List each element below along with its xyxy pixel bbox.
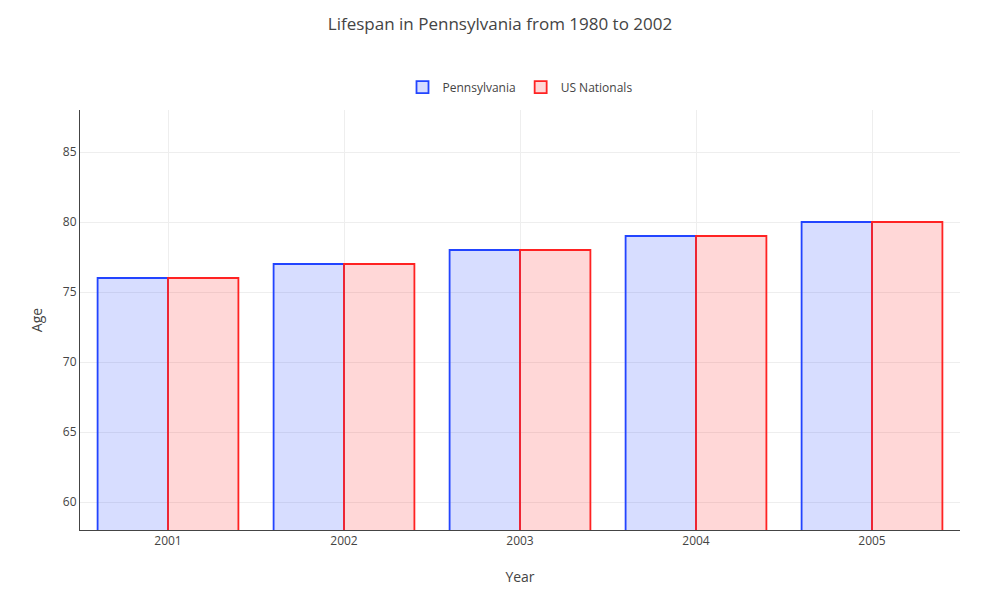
svg-text:2002: 2002 [330, 532, 358, 549]
svg-text:85: 85 [63, 143, 77, 160]
svg-text:70: 70 [63, 353, 77, 370]
svg-text:2005: 2005 [858, 532, 886, 549]
svg-text:65: 65 [63, 423, 77, 440]
svg-text:75: 75 [63, 283, 77, 300]
svg-text:Year: Year [505, 567, 534, 586]
svg-text:Age: Age [27, 308, 46, 332]
svg-text:US Nationals: US Nationals [561, 79, 633, 96]
svg-text:2003: 2003 [506, 532, 534, 549]
svg-text:Lifespan in Pennsylvania from: Lifespan in Pennsylvania from 1980 to 20… [328, 12, 672, 35]
svg-text:2001: 2001 [154, 532, 181, 549]
svg-text:80: 80 [63, 213, 77, 230]
svg-text:60: 60 [63, 493, 77, 510]
svg-text:2004: 2004 [682, 532, 710, 549]
svg-text:Pennsylvania: Pennsylvania [443, 79, 516, 96]
